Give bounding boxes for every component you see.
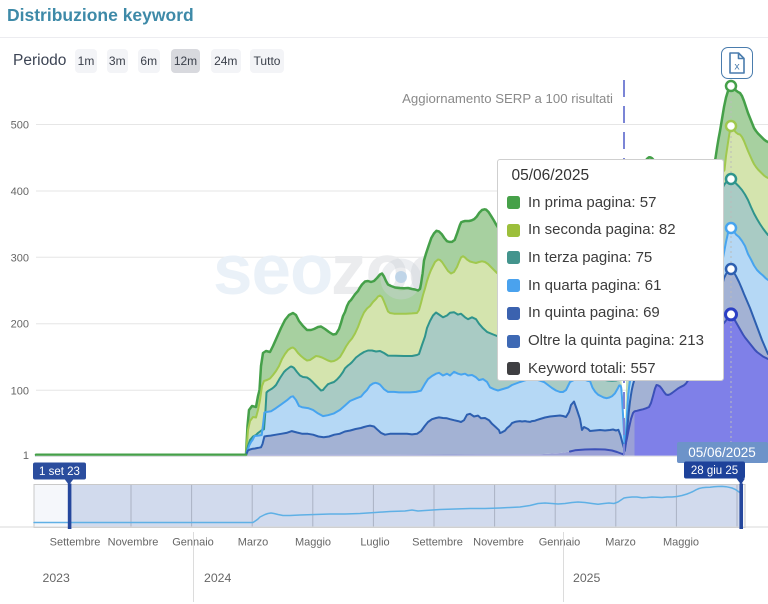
- svg-text:Luglio: Luglio: [360, 537, 389, 549]
- svg-text:Maggio: Maggio: [295, 537, 331, 549]
- svg-text:1: 1: [23, 450, 29, 462]
- svg-text:400: 400: [11, 186, 29, 198]
- svg-text:Maggio: Maggio: [663, 537, 699, 549]
- svg-text:05/06/2025: 05/06/2025: [688, 445, 756, 460]
- svg-text:Novembre: Novembre: [473, 537, 524, 549]
- svg-text:Novembre: Novembre: [108, 537, 159, 549]
- svg-text:Settembre: Settembre: [412, 537, 463, 549]
- svg-text:1 set 23: 1 set 23: [39, 466, 80, 478]
- svg-text:2024: 2024: [204, 571, 232, 585]
- svg-text:300: 300: [11, 252, 29, 264]
- svg-text:x: x: [734, 60, 740, 72]
- svg-text:Marzo: Marzo: [238, 537, 269, 549]
- svg-text:Gennaio: Gennaio: [539, 537, 581, 549]
- svg-text:500: 500: [11, 120, 29, 132]
- svg-text:seo: seo: [213, 231, 332, 310]
- svg-text:100: 100: [11, 385, 29, 397]
- svg-text:2023: 2023: [43, 571, 71, 585]
- svg-text:2025: 2025: [573, 571, 601, 585]
- svg-text:28 giu 25: 28 giu 25: [691, 465, 738, 477]
- svg-text:Settembre: Settembre: [50, 537, 101, 549]
- svg-text:200: 200: [11, 319, 29, 331]
- svg-text:Marzo: Marzo: [605, 537, 636, 549]
- svg-text:Aggiornamento SERP a 100 risul: Aggiornamento SERP a 100 risultati: [402, 91, 613, 106]
